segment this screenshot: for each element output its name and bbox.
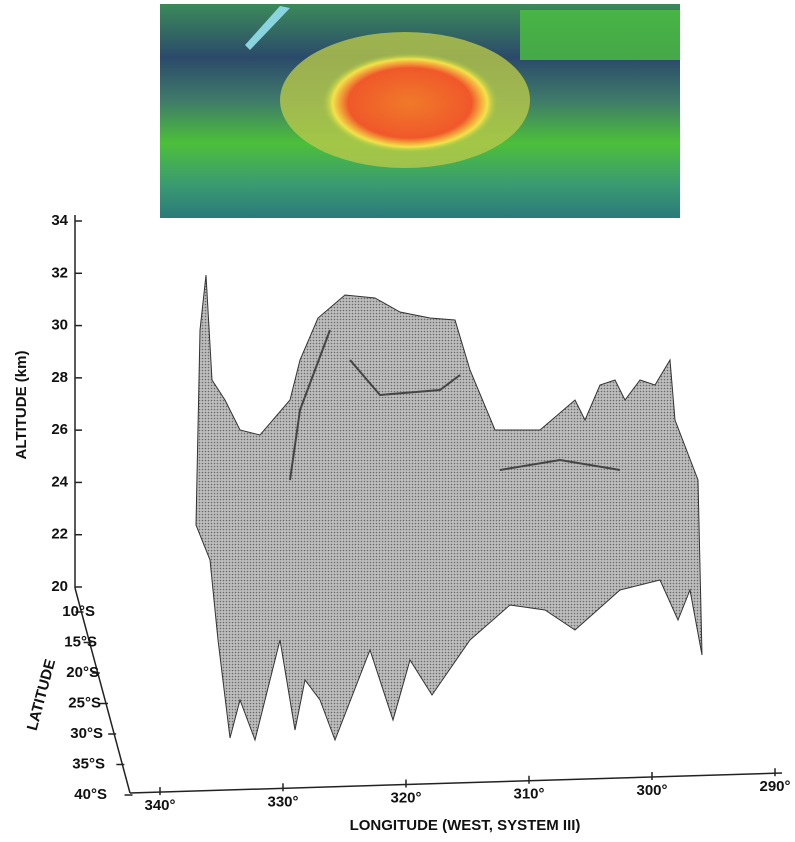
z-tick-label: 28 [51,369,68,386]
z-tick-label: 34 [51,212,68,229]
z-axis-label: ALTITUDE (km) [13,351,30,460]
surface-shading [289,329,621,481]
y-tick-label: 40°S [74,786,107,803]
z-tick-label: 32 [51,264,68,281]
x-tick-label: 340° [144,797,175,814]
y-tick-label: 25°S [68,694,101,711]
y-tick-label: 15°S [64,633,97,650]
z-tick-label: 20 [51,578,68,595]
x-axis [129,772,783,794]
y-tick-label: 30°S [70,725,103,742]
x-tick-label: 320° [390,790,421,807]
y-axis-label: LATITUDE [24,657,59,732]
x-axis-label: LONGITUDE (WEST, SYSTEM III) [350,817,581,834]
surface [195,274,703,742]
x-tick-label: 300° [636,782,667,799]
x-tick-label: 330° [267,793,298,810]
z-tick-label: 26 [51,421,68,438]
x-tick-label: 310° [513,786,544,803]
y-tick-label: 20°S [66,664,99,681]
y-tick-label: 35°S [72,755,105,772]
spot-image [160,4,680,218]
y-axis [74,587,131,794]
x-tick-label: 290° [759,778,790,795]
z-tick-label: 22 [51,526,68,543]
z-tick-label: 24 [51,473,68,490]
y-tick-label: 10°S [62,603,95,620]
z-tick-label: 30 [51,317,68,334]
